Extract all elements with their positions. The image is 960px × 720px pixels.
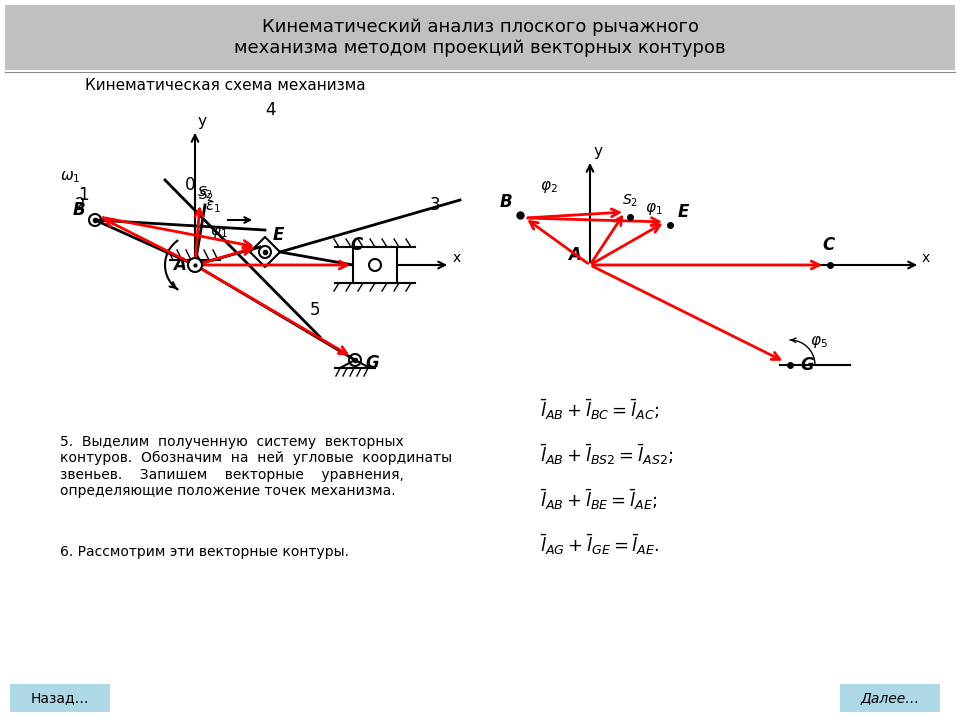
Text: A: A [568,246,581,264]
Text: 1: 1 [78,186,88,204]
Text: C: C [822,236,834,254]
Text: Далее…: Далее… [860,691,920,705]
Text: Кинематический анализ плоского рычажного: Кинематический анализ плоского рычажного [261,18,699,36]
Text: $\bar{l}_{AB} + \bar{l}_{BE} = \bar{l}_{AE}$;: $\bar{l}_{AB} + \bar{l}_{BE} = \bar{l}_{… [540,487,658,513]
Text: $S_2$: $S_2$ [622,193,638,210]
Text: $\varphi_5$: $\varphi_5$ [810,334,828,350]
Text: 0: 0 [185,176,196,194]
Text: B: B [73,201,85,219]
Text: y: y [593,144,602,159]
FancyBboxPatch shape [840,684,940,712]
Text: $S_2$: $S_2$ [197,185,213,202]
Text: $\bar{l}_{AB} + \bar{l}_{BS2} = \bar{l}_{AS2}$;: $\bar{l}_{AB} + \bar{l}_{BS2} = \bar{l}_… [540,443,674,467]
Text: E: E [273,226,284,244]
Text: 5.  Выделим  полученную  систему  векторных
контуров.  Обозначим  на  ней  углов: 5. Выделим полученную систему векторных … [60,435,452,498]
Text: C: C [350,236,362,254]
Text: $\varphi_1$: $\varphi_1$ [645,201,662,217]
Text: $\omega_1$: $\omega_1$ [60,169,81,185]
Text: $\varepsilon_1$: $\varepsilon_1$ [205,199,221,215]
Text: G: G [800,356,814,374]
Text: x: x [453,251,461,265]
Text: Кинематическая схема механизма: Кинематическая схема механизма [85,78,366,92]
Text: $\varphi_2$: $\varphi_2$ [540,179,558,195]
Bar [353,247,397,283]
Text: $\varphi_1$: $\varphi_1$ [210,224,228,240]
Text: y: y [198,114,207,129]
Text: 4: 4 [265,101,276,119]
Text: 5: 5 [310,301,321,319]
FancyBboxPatch shape [10,684,110,712]
Text: B: B [500,193,513,211]
Text: 6. Рассмотрим эти векторные контуры.: 6. Рассмотрим эти векторные контуры. [60,545,349,559]
Text: $\bar{l}_{AG} + \bar{l}_{GE} = \bar{l}_{AE}$.: $\bar{l}_{AG} + \bar{l}_{GE} = \bar{l}_{… [540,533,660,557]
Text: $S_2$: $S_2$ [198,188,214,204]
Text: A: A [173,256,186,274]
Text: 3: 3 [430,196,441,214]
Text: $\bar{l}_{AB} + \bar{l}_{BC} = \bar{l}_{AC}$;: $\bar{l}_{AB} + \bar{l}_{BC} = \bar{l}_{… [540,397,660,423]
Text: 2: 2 [75,196,85,214]
FancyBboxPatch shape [5,5,955,70]
Text: G: G [365,354,378,372]
Text: x: x [922,251,930,265]
Circle shape [188,258,202,272]
Text: Назад…: Назад… [31,691,89,705]
Text: E: E [678,203,689,221]
Text: D: D [385,259,398,277]
Text: механизма методом проекций векторных контуров: механизма методом проекций векторных кон… [234,39,726,57]
